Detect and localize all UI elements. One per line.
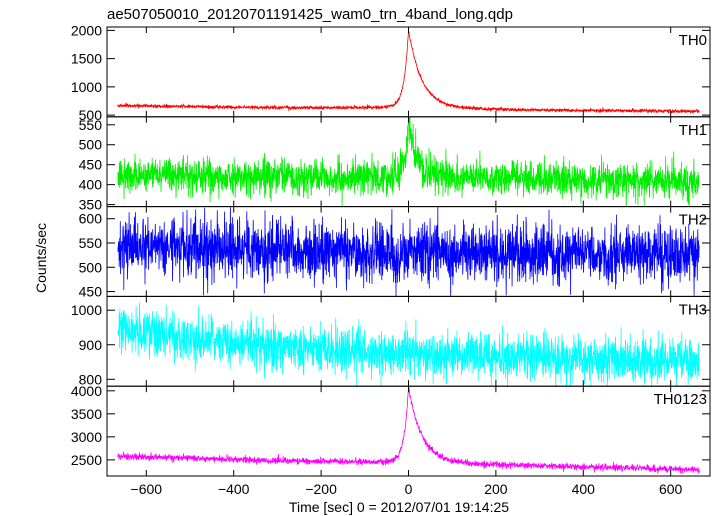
y-tick-label: 500	[79, 137, 103, 153]
panel-th1: 350 400 450 500 550 TH1	[79, 116, 711, 213]
series-label-th0: TH0	[679, 32, 707, 49]
x-tick-label: 600	[659, 481, 683, 497]
series-line-th3	[117, 302, 700, 387]
x-tick-label: 200	[484, 481, 508, 497]
y-tick-label: 600	[79, 211, 103, 227]
y-tick-label: 550	[79, 235, 103, 251]
y-tick-label: 450	[79, 157, 103, 173]
y-tick-label: 550	[79, 117, 103, 133]
chart-title: ae507050010_20120701191425_wam0_trn_4ban…	[107, 6, 513, 23]
y-tick-label: 500	[79, 259, 103, 275]
y-tick-label: 900	[79, 337, 103, 353]
x-tick-label: −400	[218, 481, 250, 497]
y-tick-label: 1000	[71, 302, 102, 318]
panel-th0123: 2500 3000 3500 4000 TH0123	[71, 383, 711, 477]
x-axis: −600 −400 −200 0 200 400 600	[131, 481, 683, 497]
series-line-th0123	[117, 386, 700, 475]
panel-th2: 450 500 550 600 TH2	[79, 206, 711, 300]
series-label-th3: TH3	[679, 301, 707, 318]
panel-frame	[106, 385, 711, 477]
y-axis-label: Counts/sec	[33, 223, 49, 293]
series-line-th1	[117, 116, 700, 207]
y-tick-label: 350	[79, 197, 103, 213]
y-tick-label: 3000	[71, 429, 102, 445]
y-tick-label: 2500	[71, 452, 102, 468]
x-axis-label: Time [sec] 0 = 2012/07/01 19:14:25	[289, 499, 509, 515]
panel-th3: 800 900 1000 TH3	[71, 295, 711, 387]
y-tick-label: 500	[79, 107, 103, 123]
y-tick-label: 1500	[71, 51, 102, 67]
x-tick-label: 400	[572, 481, 596, 497]
panel-frame	[106, 26, 711, 118]
panel-th0: 500 1000 1500 2000 TH0	[71, 22, 711, 123]
series-line-th2	[117, 206, 700, 297]
x-tick-label: −200	[305, 481, 337, 497]
y-tick-label: 2000	[71, 22, 102, 38]
x-tick-label: 0	[405, 481, 413, 497]
y-tick-label: 450	[79, 284, 103, 300]
y-tick-label: 1000	[71, 79, 102, 95]
series-label-th2: TH2	[679, 212, 707, 229]
x-tick-label: −600	[131, 481, 163, 497]
y-tick-label: 3500	[71, 406, 102, 422]
series-label-th1: TH1	[679, 122, 707, 139]
series-label-th0123: TH0123	[654, 391, 707, 408]
y-tick-label: 400	[79, 177, 103, 193]
series-line-th0	[117, 29, 700, 114]
y-tick-label: 800	[79, 371, 103, 387]
y-tick-label: 4000	[71, 383, 102, 399]
